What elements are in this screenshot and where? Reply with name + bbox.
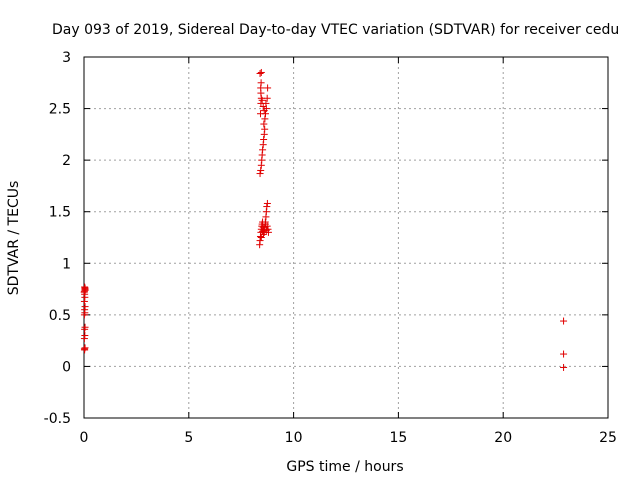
grid-layer [84, 57, 608, 418]
data-point [81, 323, 89, 331]
y-tick-label: 1 [62, 256, 71, 272]
y-tick-label: -0.5 [44, 411, 71, 427]
data-point [258, 96, 266, 104]
x-tick-label: 10 [285, 430, 303, 446]
data-point [257, 68, 265, 76]
data-point [80, 288, 88, 296]
data-point [81, 344, 89, 352]
data-point [259, 227, 267, 235]
data-point [261, 115, 269, 123]
y-tick-label: 3 [62, 50, 71, 66]
x-axis-title: GPS time / hours [286, 459, 403, 475]
data-point [262, 226, 270, 234]
y-tick-label: 1.5 [49, 205, 71, 221]
y-tick-label: 2.5 [49, 102, 71, 118]
data-point [262, 99, 270, 107]
y-tick-label: 0 [62, 359, 71, 375]
x-tick-label: 25 [599, 430, 617, 446]
data-point [257, 166, 265, 174]
data-point [260, 120, 268, 128]
x-tick-label: 0 [80, 430, 89, 446]
x-tick-label: 15 [389, 430, 407, 446]
data-point [263, 203, 271, 211]
x-tick-label: 5 [184, 430, 193, 446]
ticks-layer: 0 5 10 15 20 25 -0.5 0 0.5 1 1.5 2 2.5 3 [44, 50, 617, 446]
data-point [262, 110, 270, 118]
data-point [263, 94, 271, 102]
points-layer [80, 68, 568, 371]
data-point [261, 125, 269, 133]
data-point [81, 331, 89, 339]
data-point [560, 350, 568, 358]
y-axis-title: SDTVAR / TECUs [6, 181, 22, 296]
y-tick-label: 2 [62, 153, 71, 169]
data-point [257, 234, 265, 241]
plot-frame [83, 56, 609, 419]
data-point [81, 303, 89, 311]
data-point [262, 220, 270, 228]
y-tick-label: 0.5 [49, 308, 71, 324]
data-point [256, 170, 264, 178]
chart-title: Day 093 of 2019, Sidereal Day-to-day VTE… [52, 22, 619, 38]
data-point [260, 136, 268, 144]
data-point [560, 363, 568, 371]
data-point [257, 79, 265, 87]
data-point [263, 199, 271, 207]
data-point [560, 317, 568, 325]
data-point [264, 84, 272, 92]
data-point [256, 70, 264, 78]
data-point [259, 146, 267, 154]
x-tick-label: 20 [494, 430, 512, 446]
